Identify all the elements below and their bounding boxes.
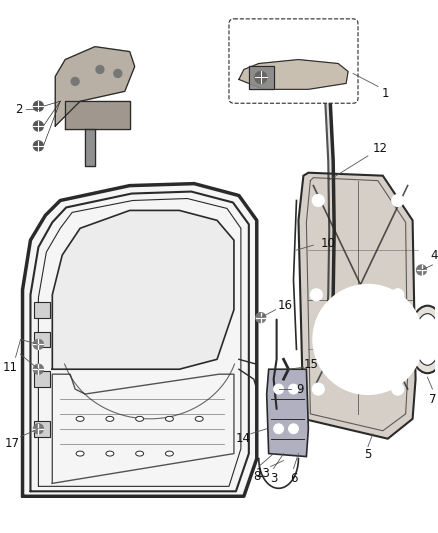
Circle shape: [33, 121, 43, 131]
FancyBboxPatch shape: [35, 302, 50, 318]
Text: 3: 3: [270, 472, 277, 485]
Polygon shape: [55, 47, 135, 126]
Text: 16: 16: [278, 299, 293, 312]
Polygon shape: [85, 129, 95, 166]
Circle shape: [320, 292, 416, 387]
Text: 11: 11: [3, 361, 18, 374]
Text: 12: 12: [372, 142, 387, 156]
Circle shape: [392, 383, 404, 395]
Ellipse shape: [166, 416, 173, 421]
Circle shape: [417, 265, 427, 275]
Polygon shape: [52, 211, 234, 369]
Circle shape: [312, 383, 324, 395]
Circle shape: [289, 424, 298, 434]
FancyBboxPatch shape: [35, 421, 50, 437]
FancyBboxPatch shape: [229, 19, 358, 103]
Circle shape: [392, 195, 404, 206]
Text: 8: 8: [253, 470, 261, 483]
Polygon shape: [22, 184, 257, 496]
Polygon shape: [65, 101, 130, 129]
Circle shape: [274, 384, 283, 394]
Text: 6: 6: [290, 472, 297, 485]
Ellipse shape: [106, 451, 114, 456]
Text: 13: 13: [255, 467, 270, 480]
Circle shape: [33, 364, 43, 374]
FancyBboxPatch shape: [35, 371, 50, 387]
Ellipse shape: [166, 451, 173, 456]
Circle shape: [255, 71, 267, 83]
Text: 15: 15: [304, 358, 319, 371]
Circle shape: [311, 289, 322, 301]
Circle shape: [313, 285, 423, 394]
Ellipse shape: [136, 416, 144, 421]
Circle shape: [33, 340, 43, 349]
Polygon shape: [267, 369, 308, 457]
Text: 2: 2: [15, 103, 22, 116]
Circle shape: [312, 195, 324, 206]
Polygon shape: [249, 66, 274, 90]
Ellipse shape: [76, 451, 84, 456]
Ellipse shape: [136, 451, 144, 456]
Ellipse shape: [106, 416, 114, 421]
Circle shape: [33, 141, 43, 151]
Text: 1: 1: [382, 87, 389, 100]
Ellipse shape: [409, 306, 438, 373]
Ellipse shape: [415, 313, 438, 365]
Circle shape: [289, 384, 298, 394]
Polygon shape: [239, 60, 348, 90]
Circle shape: [392, 289, 404, 301]
Circle shape: [256, 313, 266, 322]
Ellipse shape: [76, 416, 84, 421]
Polygon shape: [298, 173, 416, 439]
Text: 4: 4: [431, 248, 438, 262]
Text: 14: 14: [235, 432, 251, 445]
Text: 9: 9: [297, 383, 304, 395]
Circle shape: [33, 424, 43, 434]
FancyBboxPatch shape: [35, 332, 50, 348]
Text: 17: 17: [5, 437, 20, 450]
Ellipse shape: [195, 416, 203, 421]
Polygon shape: [323, 76, 334, 369]
Text: 7: 7: [429, 392, 436, 406]
Circle shape: [33, 101, 43, 111]
Text: 10: 10: [321, 237, 336, 249]
Text: 5: 5: [364, 448, 371, 461]
Circle shape: [71, 77, 79, 85]
Circle shape: [96, 66, 104, 74]
Circle shape: [274, 424, 283, 434]
Circle shape: [114, 69, 122, 77]
